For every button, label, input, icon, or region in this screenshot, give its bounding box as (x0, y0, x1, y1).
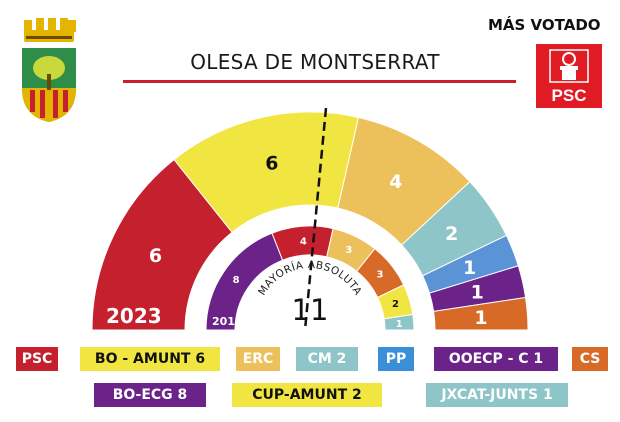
legend-item: OOECP - C 1 (434, 347, 558, 371)
outer-seat-label: 1 (474, 307, 487, 329)
legend-item: PP (378, 347, 414, 371)
legend-item: CM 2 (296, 347, 358, 371)
outer-seat-label: 1 (471, 281, 484, 303)
page-title: OLESA DE MONTSERRAT (190, 50, 440, 74)
legend-item: CUP-AMUNT 2 (232, 383, 382, 407)
inner-seat-segment (383, 313, 415, 331)
municipal-crest-icon (22, 18, 76, 122)
legend-item: ERC (236, 347, 280, 371)
outer-year-label: 2023 (106, 304, 162, 328)
inner-seat-label: 2 (392, 299, 399, 310)
inner-year-label: 2019 (212, 315, 243, 328)
outer-seat-label: 6 (265, 152, 278, 174)
most-voted-label: MÁS VOTADO (488, 16, 601, 34)
legend-item: PSC (16, 347, 58, 371)
rose-fist-icon (549, 49, 589, 83)
inner-seat-label: 1 (396, 319, 403, 330)
legend-item: BO - AMUNT 6 (80, 347, 220, 371)
outer-seat-label: 1 (463, 257, 476, 279)
most-voted-logo-text: PSC (551, 86, 587, 105)
outer-seat-label: 6 (149, 245, 162, 267)
outer-seat-segment (433, 296, 529, 331)
inner-ring-2019: 8 4 3 3 2 1 (205, 225, 415, 331)
legend-item: CS (572, 347, 608, 371)
majority-seats: 11 (292, 293, 329, 327)
inner-seat-label: 8 (233, 275, 240, 286)
outer-seat-label: 2 (445, 223, 458, 245)
title-underline (123, 80, 516, 83)
inner-seat-label: 3 (376, 270, 383, 281)
majority-line (303, 107, 328, 331)
inner-seat-label: 4 (300, 236, 307, 247)
legend-item: BO-ECG 8 (94, 383, 206, 407)
outer-seat-label: 4 (389, 171, 402, 193)
most-voted-party-logo: PSC (536, 44, 602, 108)
inner-seat-label: 3 (345, 245, 352, 256)
legend-item: JXCAT-JUNTS 1 (426, 383, 568, 407)
